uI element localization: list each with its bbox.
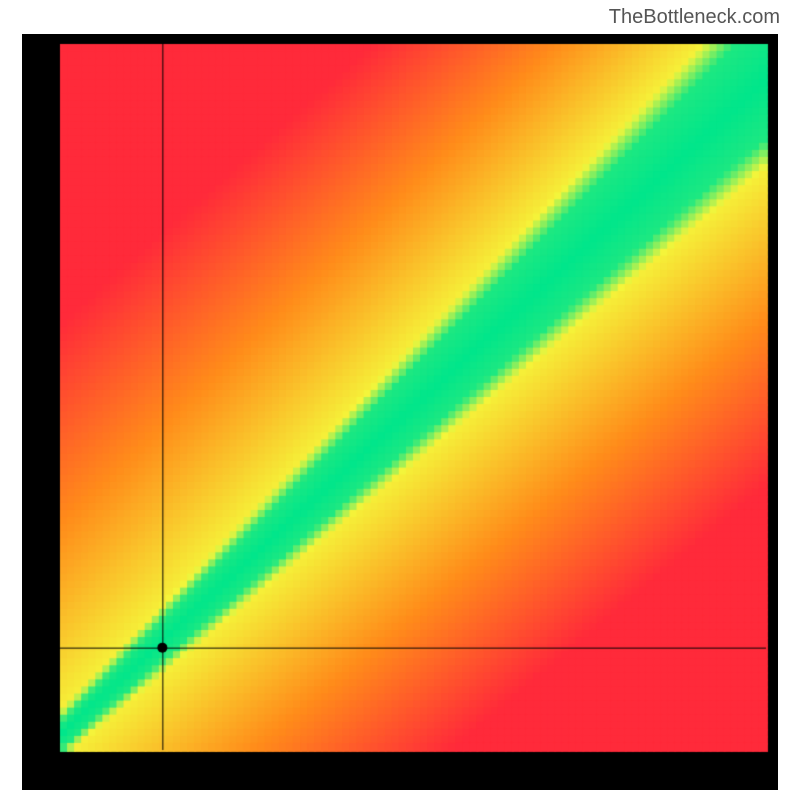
heatmap-canvas [22, 34, 778, 790]
watermark-text: TheBottleneck.com [609, 6, 780, 29]
bottleneck-chart [22, 34, 778, 790]
